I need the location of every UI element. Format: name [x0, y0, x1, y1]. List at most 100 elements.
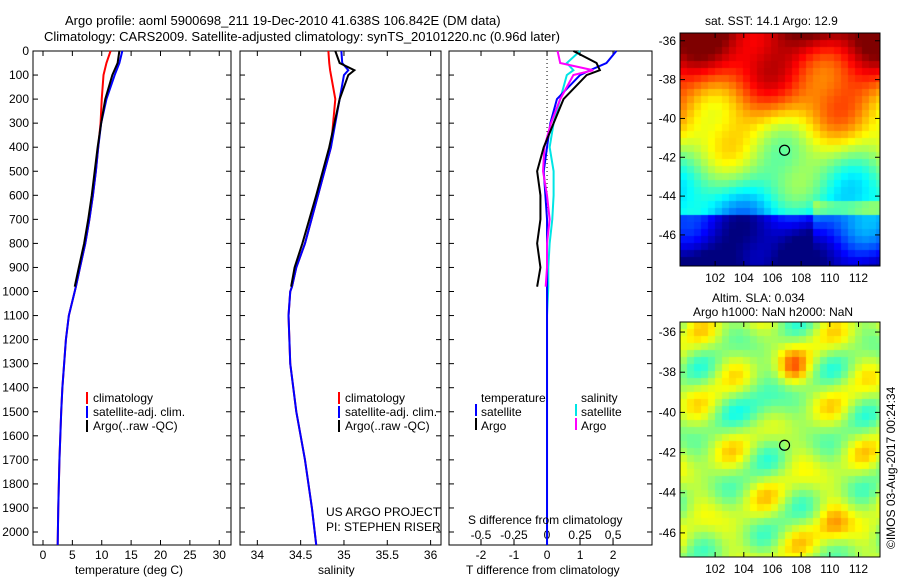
annotation-pi: PI: STEPHEN RISER	[326, 520, 441, 534]
diff-xlabel: T difference from climatology	[466, 563, 620, 577]
y-tick-label: 300	[9, 116, 29, 130]
map-y-tick-label: -46	[659, 228, 677, 242]
map-y-tick-label: -40	[659, 405, 677, 419]
y-tick-label: 1000	[2, 285, 29, 299]
x-tick-label: 5	[69, 548, 76, 562]
axes-frame-differences	[448, 50, 653, 546]
map-x-tick-label: 102	[705, 271, 725, 285]
map-y-tick-label: -36	[659, 34, 677, 48]
y-tick-label: 1200	[2, 333, 29, 347]
annotation-project: US ARGO PROJECT	[326, 505, 441, 519]
sla-map-title: Altim. SLA: 0.034	[712, 291, 805, 305]
map-y-tick-label: -46	[659, 526, 677, 540]
y-tick-label: 100	[9, 68, 29, 82]
x-tick-label: 35.5	[376, 548, 400, 562]
title-line2: Climatology: CARS2009. Satellite-adjuste…	[44, 29, 560, 44]
float-location-marker	[778, 144, 791, 156]
x-tick-label: 25	[183, 548, 197, 562]
map-y-tick-label: -42	[659, 150, 677, 164]
x-tick-label: 1	[577, 548, 584, 562]
map-x-tick-label: 110	[820, 271, 839, 285]
y-tick-label: 1600	[2, 429, 29, 443]
legend-temp-clim: climatology	[93, 391, 154, 405]
legend-temperature-header: temperature	[481, 391, 546, 405]
y-tick-label: 200	[9, 92, 29, 106]
sla-heatmap	[680, 322, 880, 557]
legend-sal-clim: climatology	[345, 391, 406, 405]
map-x-tick-label: 106	[762, 271, 782, 285]
x2-tick-label: 0.25	[568, 528, 592, 542]
y-tick-label: 1400	[2, 381, 29, 395]
series-line-Argo---raw--QC-	[73, 50, 121, 287]
x2-tick-label: 0.5	[605, 528, 622, 542]
float-location-marker	[778, 439, 791, 451]
y-tick-label: 1800	[2, 477, 29, 491]
x-tick-label: 2	[610, 548, 617, 562]
y-tick-label: 1500	[2, 405, 29, 419]
title-line1: Argo profile: aoml 5900698_211 19-Dec-20…	[65, 13, 501, 28]
legend-t-satellite: satellite	[481, 405, 522, 419]
map-x-tick-label: 104	[734, 562, 754, 576]
x-tick-label: 10	[95, 548, 109, 562]
y-tick-label: 1300	[2, 357, 29, 371]
map-y-tick-label: -36	[659, 325, 677, 339]
y-tick-label: 400	[9, 140, 29, 154]
x-tick-label: 20	[154, 548, 168, 562]
map-x-tick-label: 110	[820, 562, 839, 576]
legend-temp-argo: Argo(..raw -QC)	[93, 419, 178, 433]
map-x-tick-label: 102	[705, 562, 725, 576]
map-frame-sst-map	[679, 32, 881, 267]
x-tick-label: 36	[424, 548, 438, 562]
x-tick-label: -1	[509, 548, 520, 562]
y-tick-label: 1100	[3, 309, 29, 323]
y-tick-label: 1900	[2, 501, 29, 515]
map-y-tick-label: -38	[659, 365, 677, 379]
map-y-tick-label: -42	[659, 446, 677, 460]
axes-frame-temperature	[32, 50, 232, 546]
legend-sal-argo: Argo(..raw -QC)	[345, 419, 430, 433]
series-line-temperature-Argo	[536, 50, 602, 287]
y-tick-label: 800	[9, 236, 29, 250]
legend-temp-sat: satellite-adj. clim.	[93, 405, 186, 419]
x-tick-label: 34.5	[289, 548, 313, 562]
map-y-tick-label: -44	[659, 486, 677, 500]
x2-tick-label: -0.25	[500, 528, 528, 542]
y-tick-label: 900	[9, 260, 29, 274]
diff-x2label: S difference from climatology	[468, 513, 623, 527]
map-x-tick-label: 112	[849, 562, 868, 576]
x-tick-label: 30	[213, 548, 227, 562]
map-y-tick-label: -44	[659, 189, 677, 203]
map-y-tick-label: -38	[659, 73, 677, 87]
x-tick-label: 15	[124, 548, 138, 562]
credit: ©IMOS 03-Aug-2017 00:24:34	[884, 386, 898, 549]
legend-s-argo: Argo	[581, 419, 607, 433]
x-tick-label: 0	[544, 548, 551, 562]
legend-s-satellite: satellite	[581, 405, 622, 419]
y-tick-label: 600	[9, 188, 29, 202]
x-tick-label: -2	[476, 548, 487, 562]
y-tick-label: 700	[9, 212, 29, 226]
axes-frame-salinity	[239, 50, 442, 546]
sla-map-subtitle: Argo h1000: NaN h2000: NaN	[693, 305, 854, 319]
map-x-tick-label: 106	[762, 562, 782, 576]
series-line-Argo---raw--QC-	[290, 50, 357, 287]
y-tick-label: 0	[22, 44, 29, 58]
map-x-tick-label: 104	[734, 271, 754, 285]
x-tick-label: 34	[251, 548, 265, 562]
sst-map-title: sat. SST: 14.1 Argo: 12.9	[705, 14, 838, 28]
x2-tick-label: -0.5	[471, 528, 492, 542]
map-x-tick-label: 112	[849, 271, 868, 285]
legend-salinity-header: salinity	[581, 391, 618, 405]
map-y-tick-label: -40	[659, 111, 677, 125]
temp-xlabel: temperature (deg C)	[75, 563, 184, 577]
y-tick-label: 500	[9, 164, 29, 178]
sal-xlabel: salinity	[318, 563, 355, 577]
series-line-satellite-adj--clim-	[287, 50, 350, 546]
x-tick-label: 0	[40, 548, 47, 562]
y-tick-label: 2000	[2, 525, 29, 539]
y-tick-label: 1700	[2, 453, 29, 467]
legend-sal-sat: satellite-adj. clim.	[345, 405, 438, 419]
